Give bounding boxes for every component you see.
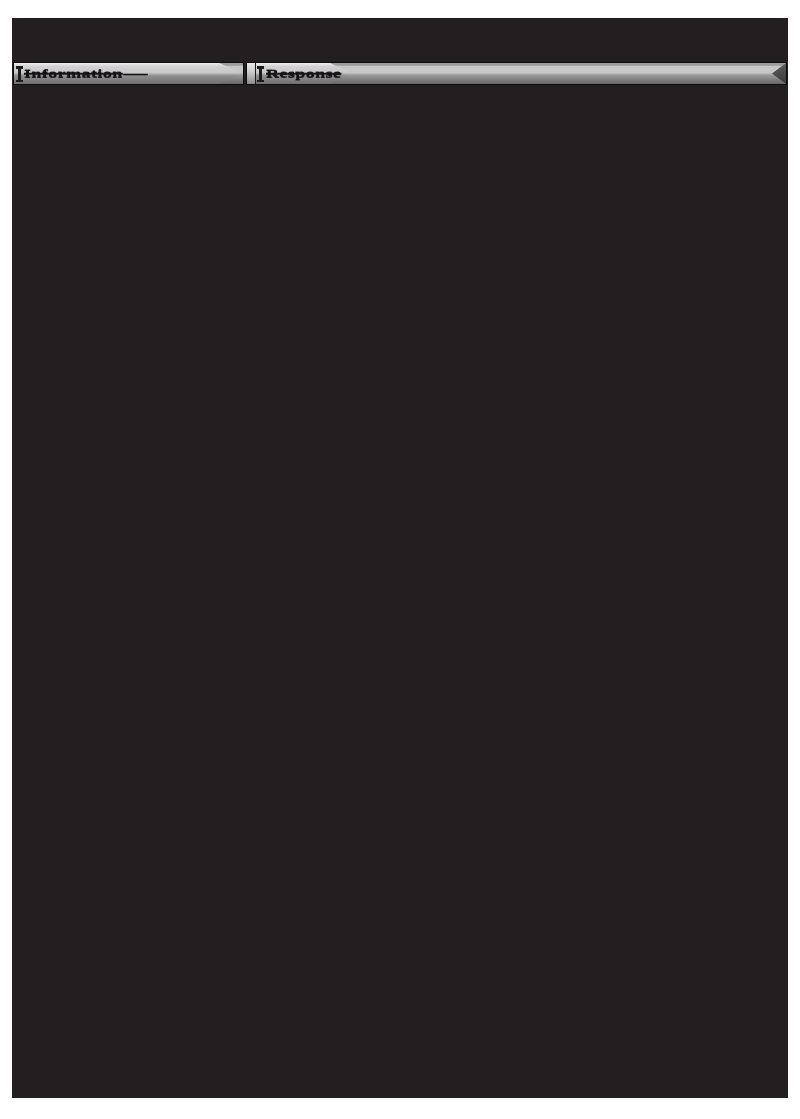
banner-endcap [247, 63, 256, 84]
tab-information-label: Information [24, 68, 148, 79]
tab-information-surface: Information [14, 63, 243, 84]
tab-information[interactable]: Information [13, 62, 244, 85]
tab-response-surface: Response [247, 63, 786, 84]
tab-response[interactable]: Response [246, 62, 787, 85]
banner-marker-icon [257, 66, 264, 82]
arrow-left-icon [772, 63, 786, 84]
content-panel: Information Response [12, 18, 788, 1098]
arrow-right-icon [256, 63, 352, 84]
tab-response-label: Response [266, 67, 342, 80]
banner-marker-icon [16, 66, 23, 82]
